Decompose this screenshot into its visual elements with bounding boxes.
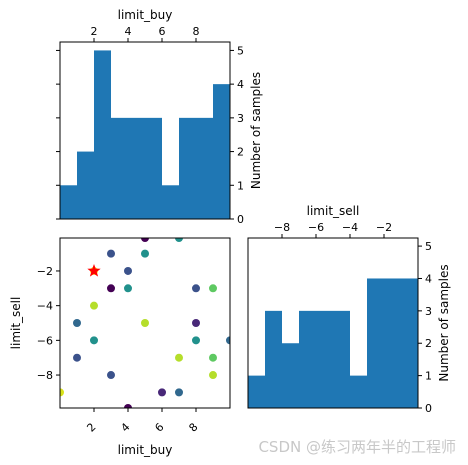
scatter-point — [192, 336, 200, 345]
scatter-points — [60, 238, 230, 408]
y-tick-label: 1 — [425, 370, 432, 383]
scatter-point — [107, 371, 115, 380]
scatter-x-label: limit_buy — [118, 443, 173, 457]
scatter-point — [90, 336, 98, 345]
histogram-limit-sell-y-label: Number of samples — [437, 264, 451, 381]
scatter-point — [175, 388, 183, 397]
y-tick-label: −6 — [37, 334, 53, 347]
y-tick-label: 0 — [237, 213, 244, 226]
x-tick-label: −6 — [308, 221, 324, 234]
histogram-limit-buy-bars — [60, 50, 230, 220]
x-tick-label: 6 — [159, 25, 166, 38]
scatter-point — [107, 284, 115, 293]
histogram-bar — [60, 185, 77, 219]
histogram-bar — [213, 84, 230, 220]
x-tick-label: 2 — [84, 420, 98, 434]
x-tick-label: 2 — [91, 25, 98, 38]
histogram-bar — [179, 117, 196, 219]
y-tick-label: 5 — [237, 44, 244, 57]
scatter-point — [107, 249, 115, 258]
histogram-bar — [299, 310, 316, 408]
scatter-point — [209, 353, 217, 362]
y-tick-label: 1 — [237, 179, 244, 192]
x-tick-label: 8 — [193, 25, 200, 38]
scatter-limit-buy-vs-limit-sell: 2 4 6 8 −2 −4 −6 −8 limit_buy limit_sell — [9, 237, 231, 457]
scatter-point — [90, 301, 98, 310]
histogram-limit-sell: −8 −6 −4 −2 0 1 2 3 4 5 limit_sell Number of sam… — [247, 204, 451, 415]
x-tick-label: 6 — [152, 420, 166, 434]
y-tick-label: 3 — [425, 305, 432, 318]
scatter-point — [192, 284, 200, 293]
scatter-point — [124, 266, 132, 275]
scatter-point — [124, 284, 132, 293]
scatter-point — [141, 319, 149, 327]
histogram-limit-buy-frame — [59, 41, 231, 220]
histogram-bar — [128, 117, 145, 219]
y-tick-label: 4 — [425, 272, 432, 285]
histogram-bar — [248, 375, 265, 408]
scatter-point — [175, 353, 183, 362]
histogram-limit-sell-bars — [248, 278, 418, 408]
histogram-bar — [282, 343, 299, 408]
histogram-limit-sell-y-ticks: 0 1 2 3 4 5 — [418, 240, 432, 415]
histogram-limit-buy-y-label: Number of samples — [249, 72, 263, 189]
histogram-limit-buy: 2 4 6 8 0 1 2 3 4 5 limit_buy Number of samples — [56, 8, 263, 226]
y-tick-label: 0 — [425, 402, 432, 415]
histogram-bar — [111, 117, 128, 219]
scatter-point — [60, 388, 64, 397]
scatter-point — [209, 371, 217, 380]
scatter-point — [141, 238, 149, 242]
y-tick-label: 2 — [425, 337, 432, 350]
x-tick-label: −8 — [274, 221, 290, 234]
histogram-bar — [145, 117, 162, 219]
histogram-bar — [350, 375, 367, 408]
x-tick-label: −4 — [342, 221, 358, 234]
y-tick-label: −4 — [37, 300, 53, 313]
scatter-point — [192, 319, 200, 327]
scatter-point — [124, 404, 132, 408]
scatter-point — [209, 284, 217, 293]
best-point-star-icon — [87, 263, 101, 277]
histogram-limit-sell-x-label: limit_sell — [307, 204, 360, 218]
y-tick-label: 5 — [425, 240, 432, 253]
scatter-y-ticks: −2 −4 −6 −8 — [37, 265, 60, 382]
histogram-bar — [401, 278, 418, 408]
watermark: CSDN @练习两年半的工程师 — [258, 438, 456, 456]
histogram-bar — [384, 278, 401, 408]
histogram-bar — [316, 310, 333, 408]
y-tick-label: −8 — [37, 369, 53, 382]
histogram-limit-buy-x-label: limit_buy — [118, 8, 173, 22]
histogram-bar — [94, 50, 111, 219]
x-tick-label: 4 — [118, 420, 132, 434]
scatter-frame — [59, 237, 231, 409]
histogram-limit-sell-frame — [247, 237, 419, 409]
scatter-y-label: limit_sell — [9, 297, 23, 350]
scatter-point — [73, 353, 81, 362]
y-tick-label: 2 — [237, 146, 244, 159]
scatter-point — [226, 336, 230, 345]
scatter-point — [158, 388, 166, 397]
y-tick-label: −2 — [37, 265, 53, 278]
histogram-bar — [367, 278, 384, 408]
y-tick-label: 4 — [237, 78, 244, 91]
y-tick-label: 3 — [237, 112, 244, 125]
histogram-bar — [265, 310, 282, 408]
scatter-point — [141, 249, 149, 258]
scatter-point — [73, 319, 81, 327]
x-tick-label: −2 — [376, 221, 392, 234]
scatter-point — [175, 238, 183, 242]
scatter-x-ticks: 2 4 6 8 — [84, 408, 201, 435]
x-tick-label: 4 — [125, 25, 132, 38]
histogram-bar — [333, 310, 350, 408]
histogram-bar — [162, 185, 179, 219]
histogram-bar — [196, 117, 213, 219]
histogram-limit-sell-x-ticks: −8 −6 −4 −2 — [274, 221, 392, 238]
x-tick-label: 8 — [186, 420, 200, 434]
histogram-bar — [77, 151, 94, 219]
histogram-limit-buy-x-ticks: 2 4 6 8 — [91, 25, 200, 42]
histogram-limit-buy-y-ticks: 0 1 2 3 4 5 — [56, 44, 244, 226]
